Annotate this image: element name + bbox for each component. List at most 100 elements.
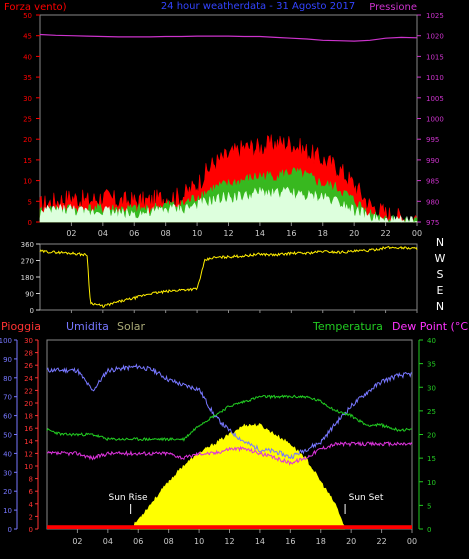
wind-x-tick-label: 18 <box>318 229 328 238</box>
wind-axis-tick-label: 40 <box>23 53 32 61</box>
wind-x-tick-label: 10 <box>192 229 202 238</box>
umidita-axis-tick-label: 50 <box>3 432 12 440</box>
wind-axis-tick-label: 25 <box>23 116 32 124</box>
weather-x-tick-label: 10 <box>194 537 204 546</box>
weather-x-tick-label: 22 <box>376 537 386 546</box>
direction-axis-tick-label: 0 <box>30 307 34 315</box>
pioggia-axis-tick-label: 24 <box>24 375 33 383</box>
pioggia-axis-tick-label: 22 <box>24 387 33 395</box>
wind-x-tick-label: 14 <box>255 229 265 238</box>
pioggia-axis-tick-label: 4 <box>29 501 34 509</box>
weather-series-line-2 <box>46 440 413 466</box>
wind-axis-tick-label: 30 <box>23 95 32 103</box>
pressure-axis-tick-label: 1000 <box>426 116 444 124</box>
sunrise-label: Sun Rise <box>109 493 148 503</box>
wind-x-tick-label: 02 <box>66 229 76 238</box>
temp-axis-tick-label: 5 <box>427 502 431 510</box>
pioggia-axis-tick-label: 16 <box>24 425 33 433</box>
pioggia-axis-tick-label: 2 <box>29 513 33 521</box>
pressure-series-line <box>39 33 418 42</box>
direction-compass-label: S <box>437 268 444 281</box>
legend-temperatura: Temperatura <box>312 320 383 333</box>
legend-solar: Solar <box>117 320 146 333</box>
wind-axis-tick-label: 45 <box>23 33 32 41</box>
pressure-axis-tick-label: 1015 <box>426 53 444 61</box>
pressure-axis-tick-label: 985 <box>426 178 439 186</box>
pressure-axis-tick-label: 990 <box>426 157 439 165</box>
wind-axis-tick-label: 15 <box>23 157 32 165</box>
legend-umidita: Umidita <box>66 320 109 333</box>
pioggia-axis-tick-label: 28 <box>24 350 33 358</box>
wind-axis-tick-label: 50 <box>23 12 32 20</box>
pressure-axis-tick-label: 995 <box>426 136 439 144</box>
pioggia-axis-tick-label: 14 <box>24 438 33 446</box>
pressure-axis-tick-label: 1020 <box>426 33 444 41</box>
weather-x-tick-label: 14 <box>255 537 265 546</box>
umidita-axis-tick-label: 20 <box>3 488 12 496</box>
wind-axis-tick-label: 35 <box>23 74 32 82</box>
wind-axis-tick-label: 10 <box>23 178 32 186</box>
weather-x-tick-label: 16 <box>285 537 295 546</box>
weather-x-tick-label: 20 <box>346 537 356 546</box>
direction-axis-tick-label: 180 <box>21 274 34 282</box>
pressure-axis-tick-label: 975 <box>426 219 439 227</box>
direction-compass-label: W <box>435 252 446 265</box>
sunset-label: Sun Set <box>349 493 384 503</box>
wind-x-tick-label: 06 <box>129 229 139 238</box>
pressure-axis-tick-label: 1010 <box>426 74 444 82</box>
wind-axis-tick-label: 20 <box>23 136 32 144</box>
chart-title: 24 hour weatherdata - 31 Agosto 2017 <box>161 1 355 12</box>
pressure-axis-label: Pressione <box>369 2 417 13</box>
pressure-axis-tick-label: 1005 <box>426 95 444 103</box>
wind-axis-tick-label: 0 <box>28 219 32 227</box>
temp-axis-tick-label: 25 <box>427 408 436 416</box>
wind-series-2 <box>39 186 418 223</box>
umidita-axis-tick-label: 90 <box>3 356 12 364</box>
umidita-axis-tick-label: 60 <box>3 413 12 421</box>
pioggia-axis-tick-label: 20 <box>24 400 33 408</box>
pioggia-axis-tick-label: 8 <box>29 476 33 484</box>
weather-x-tick-label: 06 <box>133 537 143 546</box>
temp-axis-tick-label: 20 <box>427 432 436 440</box>
weather-series-line-1 <box>46 394 413 442</box>
pioggia-baseline-band <box>47 525 412 529</box>
direction-plot-frame <box>39 243 418 311</box>
umidita-axis-tick-label: 10 <box>3 507 12 515</box>
weather-series-line-0 <box>46 363 413 460</box>
wind-x-tick-label: 16 <box>286 229 296 238</box>
weather-x-tick-label: 12 <box>224 537 234 546</box>
direction-series-line <box>39 245 418 309</box>
wind-x-tick-label: 22 <box>380 229 390 238</box>
weather-x-tick-label: 18 <box>316 537 326 546</box>
weather-x-tick-label: 02 <box>72 537 82 546</box>
umidita-axis-tick-label: 0 <box>8 526 12 534</box>
direction-compass-label: N <box>436 236 444 249</box>
temp-axis-tick-label: 10 <box>427 479 436 487</box>
umidita-axis-tick-label: 100 <box>0 337 12 345</box>
solar-series-area <box>130 423 346 530</box>
umidita-axis-tick-label: 70 <box>3 394 12 402</box>
wind-x-tick-label: 00 <box>412 229 422 238</box>
direction-compass-label: E <box>437 284 444 297</box>
direction-axis-tick-label: 360 <box>21 241 34 249</box>
temp-axis-tick-label: 0 <box>427 526 431 534</box>
umidita-axis-tick-label: 30 <box>3 469 12 477</box>
pioggia-axis-tick-label: 18 <box>24 413 33 421</box>
weather-x-tick-label: 04 <box>103 537 113 546</box>
temp-axis-tick-label: 30 <box>427 384 436 392</box>
wind-x-tick-label: 08 <box>161 229 171 238</box>
legend-pioggia: Pioggia <box>1 320 41 333</box>
pioggia-axis-tick-label: 0 <box>29 526 33 534</box>
pioggia-axis-tick-label: 12 <box>24 450 33 458</box>
pressure-axis-tick-label: 1025 <box>426 12 444 20</box>
direction-axis-tick-label: 90 <box>25 291 34 299</box>
wind-axis-tick-label: 5 <box>28 198 32 206</box>
pioggia-axis-tick-label: 26 <box>24 362 33 370</box>
pioggia-axis-tick-label: 6 <box>29 488 34 496</box>
pioggia-axis-tick-label: 10 <box>24 463 33 471</box>
temp-axis-tick-label: 35 <box>427 361 436 369</box>
wind-x-tick-label: 20 <box>349 229 359 238</box>
pressure-axis-tick-label: 980 <box>426 198 439 206</box>
